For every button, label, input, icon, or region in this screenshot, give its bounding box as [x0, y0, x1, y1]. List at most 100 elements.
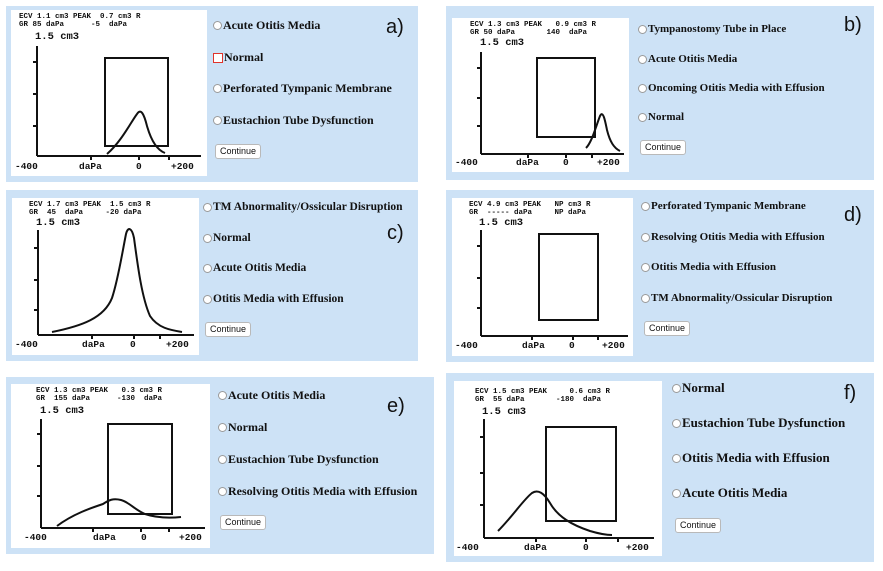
panel-label: a) [386, 16, 404, 38]
option-normal[interactable]: Normal [672, 380, 725, 396]
option-resolving-otitis-media-with-effusion[interactable]: Resolving Otitis Media with Effusion [641, 231, 825, 243]
radio-button[interactable] [218, 455, 227, 464]
x-axis-unit: daPa [522, 340, 545, 351]
option-otitis-media-with-effusion[interactable]: Otitis Media with Effusion [203, 293, 344, 305]
x-axis-unit: daPa [93, 532, 116, 543]
radio-button[interactable] [672, 418, 681, 428]
panel-label: b) [844, 14, 862, 36]
option-resolving-otitis-media-with-effusion[interactable]: Resolving Otitis Media with Effusion [218, 484, 417, 499]
panel-c: ECV 1.7 cm3 PEAK 1.5 cm3 R GR 45 daPa -20… [6, 190, 418, 361]
option-acute-otitis-media[interactable]: Acute Otitis Media [672, 485, 787, 501]
x-axis-zero: 0 [141, 532, 147, 543]
option-eustachion-tube-dysfunction[interactable]: Eustachion Tube Dysfunction [218, 452, 379, 467]
option-acute-otitis-media[interactable]: Acute Otitis Media [203, 262, 306, 274]
radio-button[interactable] [218, 423, 227, 432]
x-axis-min: -400 [15, 339, 38, 350]
option-tympanostomy-tube-in-place[interactable]: Tympanostomy Tube in Place [638, 23, 786, 35]
tympanogram-plot-a [33, 46, 201, 160]
x-axis-max: +200 [179, 532, 202, 543]
x-axis-unit: daPa [79, 161, 102, 172]
option-oncoming-otitis-media-with-effusion[interactable]: Oncoming Otitis Media with Effusion [638, 82, 825, 94]
x-axis-unit: daPa [516, 157, 539, 168]
x-axis-zero: 0 [136, 161, 142, 172]
graph-scale-label: 1.5 cm3 [479, 217, 524, 229]
graph-scale-label: 1.5 cm3 [480, 37, 525, 49]
option-acute-otitis-media[interactable]: Acute Otitis Media [638, 53, 737, 65]
tympanogram-d: ECV 4.9 cm3 PEAK NP cm3 R GR ----- daPa N… [452, 198, 633, 356]
radio-button[interactable] [218, 487, 227, 496]
radio-button[interactable] [641, 293, 650, 303]
continue-button[interactable]: Continue [675, 518, 722, 533]
tympanogram-b: ECV 1.3 cm3 PEAK 0.9 cm3 R GR 50 daPa 140… [452, 18, 629, 172]
continue-button[interactable]: Continue [215, 144, 262, 159]
x-axis-max: +200 [597, 157, 620, 168]
option-tm-abnormality-ossicular-disruption[interactable]: TM Abnormality/Ossicular Disruption [203, 201, 403, 213]
radio-button[interactable] [672, 488, 681, 498]
x-axis-min: -400 [455, 157, 478, 168]
option-perforated-tympanic-membrane[interactable]: Perforated Tympanic Membrane [213, 81, 392, 96]
option-normal[interactable]: Normal [203, 232, 251, 244]
tympanogram-plot-f [480, 419, 654, 542]
tympanogram-plot-d [477, 230, 628, 340]
option-normal[interactable]: Normal [213, 50, 263, 65]
option-acute-otitis-media[interactable]: Acute Otitis Media [218, 388, 325, 403]
radio-button[interactable] [672, 383, 681, 393]
radio-button-selected[interactable] [213, 52, 223, 63]
x-axis-min: -400 [24, 532, 47, 543]
panel-f: ECV 1.5 cm3 PEAK 0.6 cm3 R GR 55 daPa -18… [446, 373, 874, 562]
graph-scale-label: 1.5 cm3 [40, 405, 85, 417]
panel-d: ECV 4.9 cm3 PEAK NP cm3 R GR ----- daPa N… [446, 190, 874, 362]
option-acute-otitis-media[interactable]: Acute Otitis Media [213, 18, 320, 33]
x-axis-min: -400 [455, 340, 478, 351]
graph-scale-label: 1.5 cm3 [36, 217, 81, 229]
continue-button[interactable]: Continue [640, 140, 687, 155]
option-eustachion-tube-dysfunction[interactable]: Eustachion Tube Dysfunction [213, 113, 374, 128]
x-axis-max: +200 [171, 161, 194, 172]
radio-button[interactable] [641, 201, 650, 211]
x-axis-max: +200 [626, 542, 649, 553]
graph-header-f: ECV 1.5 cm3 PEAK 0.6 cm3 R GR 55 daPa -18… [475, 388, 611, 404]
radio-button[interactable] [638, 24, 647, 34]
tympanogram-plot-c [34, 228, 194, 339]
radio-button[interactable] [213, 116, 222, 125]
graph-scale-label: 1.5 cm3 [35, 31, 80, 43]
x-axis-zero: 0 [583, 542, 589, 553]
panel-label: d) [844, 204, 862, 226]
radio-button[interactable] [203, 294, 212, 304]
option-otitis-media-with-effusion[interactable]: Otitis Media with Effusion [641, 261, 776, 273]
radio-button[interactable] [213, 84, 222, 93]
radio-button[interactable] [641, 232, 650, 242]
option-otitis-media-with-effusion[interactable]: Otitis Media with Effusion [672, 450, 830, 466]
tympanogram-f: ECV 1.5 cm3 PEAK 0.6 cm3 R GR 55 daPa -18… [454, 381, 662, 556]
option-perforated-tympanic-membrane[interactable]: Perforated Tympanic Membrane [641, 200, 806, 212]
radio-button[interactable] [638, 112, 647, 122]
graph-header-e: ECV 1.3 cm3 PEAK 0.3 cm3 R GR 155 daPa -1… [36, 387, 163, 403]
panel-b: ECV 1.3 cm3 PEAK 0.9 cm3 R GR 50 daPa 140… [446, 6, 874, 180]
radio-button[interactable] [638, 83, 647, 93]
radio-button[interactable] [203, 263, 212, 273]
x-axis-zero: 0 [563, 157, 569, 168]
graph-header-d: ECV 4.9 cm3 PEAK NP cm3 R GR ----- daPa N… [469, 201, 591, 217]
panel-label: f) [844, 382, 857, 404]
option-normal[interactable]: Normal [638, 111, 684, 123]
radio-button[interactable] [213, 21, 222, 30]
option-normal[interactable]: Normal [218, 420, 267, 435]
radio-button[interactable] [672, 453, 681, 463]
panel-label: c) [387, 222, 404, 244]
continue-button[interactable]: Continue [220, 515, 267, 530]
radio-button[interactable] [638, 54, 647, 64]
graph-header-a: ECV 1.1 cm3 PEAK 0.7 cm3 R GR 85 daPa -5 … [19, 13, 141, 29]
radio-button[interactable] [203, 202, 212, 212]
option-eustachion-tube-dysfunction[interactable]: Eustachion Tube Dysfunction [672, 415, 845, 431]
panel-e: ECV 1.3 cm3 PEAK 0.3 cm3 R GR 155 daPa -1… [6, 377, 434, 554]
continue-button[interactable]: Continue [205, 322, 252, 337]
radio-button[interactable] [203, 233, 212, 243]
option-tm-abnormality-ossicular-disruption[interactable]: TM Abnormality/Ossicular Disruption [641, 292, 832, 304]
tympanogram-plot-e [37, 419, 205, 532]
radio-button[interactable] [218, 391, 227, 400]
continue-button[interactable]: Continue [644, 321, 691, 336]
x-axis-zero: 0 [130, 339, 136, 350]
tympanogram-a: ECV 1.1 cm3 PEAK 0.7 cm3 R GR 85 daPa -5 … [11, 10, 207, 176]
tympanogram-c: ECV 1.7 cm3 PEAK 1.5 cm3 R GR 45 daPa -20… [12, 198, 199, 355]
radio-button[interactable] [641, 262, 650, 272]
